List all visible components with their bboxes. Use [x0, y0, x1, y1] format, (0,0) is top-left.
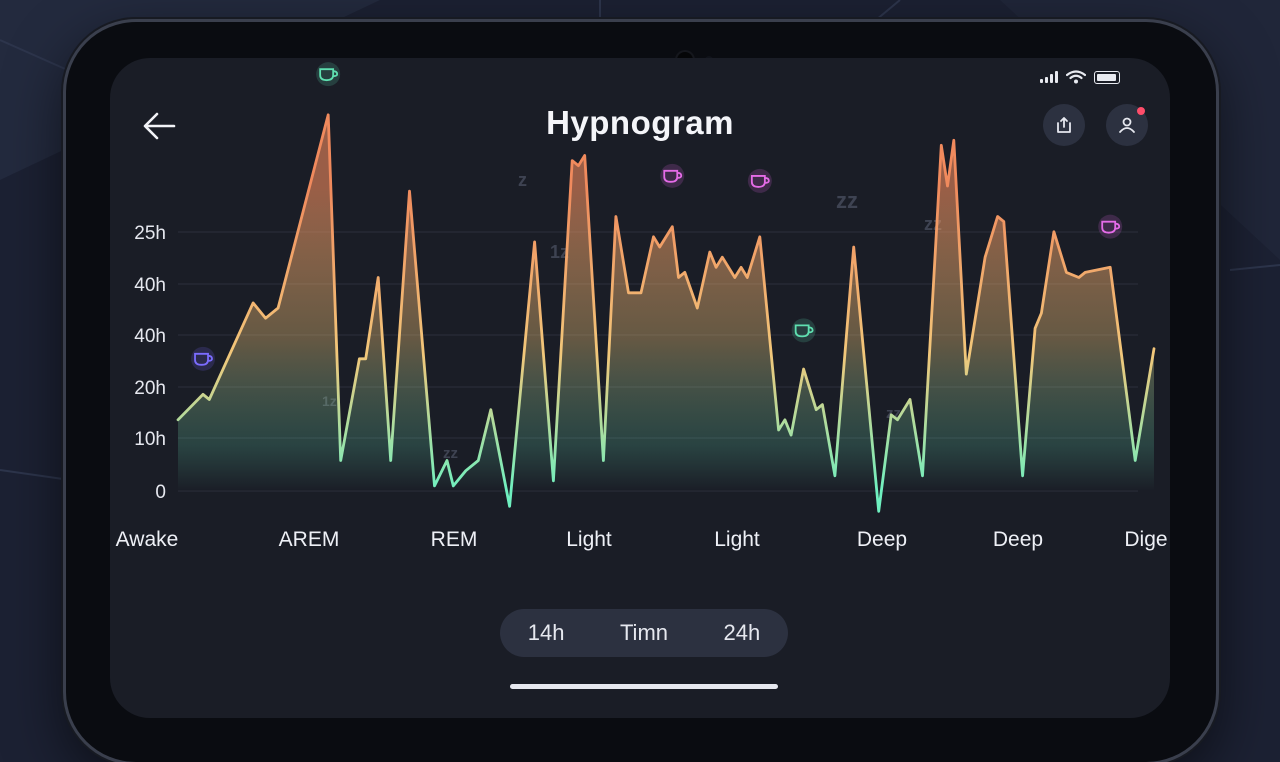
x-axis-label: Awake	[116, 528, 179, 551]
share-button[interactable]	[1043, 104, 1085, 146]
y-tick-label: 40h	[134, 275, 166, 296]
zz-icon: 1z	[550, 242, 569, 262]
status-bar	[1040, 70, 1120, 84]
home-indicator[interactable]	[510, 684, 778, 689]
x-axis-label: Light	[714, 528, 760, 551]
sleep-area-fill	[178, 114, 1154, 512]
profile-button[interactable]	[1106, 104, 1148, 146]
x-axis-label: Light	[566, 528, 612, 551]
y-tick-label: 20h	[134, 378, 166, 399]
battery-icon	[1094, 70, 1120, 84]
caffeine-markers	[191, 62, 1123, 371]
x-axis-label: Dige	[1124, 528, 1167, 551]
range-option-14h[interactable]: 14h	[527, 620, 565, 645]
app-screen: Hypnogram 25h 40h 40h 2	[110, 58, 1170, 718]
y-axis-ticks: 25h 40h 40h 20h 10h 0	[134, 223, 166, 503]
x-axis-label: REM	[431, 528, 478, 551]
notification-badge	[1137, 107, 1145, 115]
zz-icon: z	[518, 170, 527, 190]
coffee-cup-icon	[1098, 214, 1123, 239]
coffee-cup-icon	[791, 318, 816, 343]
x-axis-labels: Awake AREM REM Light Light Deep Deep Dige	[116, 528, 1168, 551]
coffee-cup-icon	[747, 168, 772, 193]
arrow-left-icon	[143, 112, 176, 140]
coffee-cup-icon	[660, 163, 685, 188]
back-button[interactable]	[140, 106, 180, 146]
zz-icon: zz	[443, 445, 458, 462]
zz-icon: zz	[836, 188, 858, 213]
range-option-timn[interactable]: Timn	[619, 620, 669, 645]
y-tick-label: 10h	[134, 429, 166, 450]
x-axis-label: Deep	[993, 528, 1043, 551]
cellular-signal-icon	[1040, 71, 1058, 83]
share-icon	[1057, 117, 1071, 133]
user-icon	[1119, 117, 1135, 133]
sleep-stage-line	[176, 113, 1156, 513]
x-axis-label: Deep	[857, 528, 907, 551]
wifi-icon	[1066, 70, 1086, 84]
y-tick-label: 40h	[134, 326, 166, 347]
page-title: Hypnogram	[546, 104, 734, 141]
y-tick-label: 0	[155, 482, 166, 503]
range-option-24h[interactable]: 24h	[723, 620, 761, 645]
y-tick-label: 25h	[134, 223, 166, 244]
coffee-cup-icon	[191, 346, 216, 371]
x-axis-label: AREM	[279, 528, 340, 551]
range-selector: 14h Timn 24h	[500, 609, 788, 657]
coffee-cup-icon	[316, 62, 341, 87]
